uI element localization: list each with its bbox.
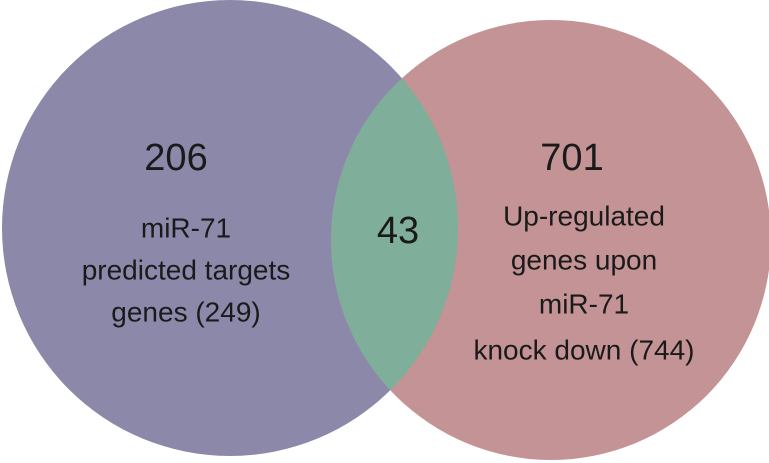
left-label-line: miR-71 <box>141 212 231 243</box>
right-count: 701 <box>540 137 603 179</box>
right-label-line: miR-71 <box>539 288 629 319</box>
right-label-line: Up-regulated <box>503 200 665 231</box>
left-label-line: genes (249) <box>111 296 260 327</box>
left-count: 206 <box>144 137 207 179</box>
intersection-count: 43 <box>377 210 419 252</box>
left-label-line: predicted targets <box>82 254 291 285</box>
right-label-line: knock down (744) <box>473 334 694 365</box>
left-set-circle <box>2 0 458 456</box>
right-set-circle <box>331 20 769 460</box>
right-label-line: genes upon <box>511 244 657 275</box>
